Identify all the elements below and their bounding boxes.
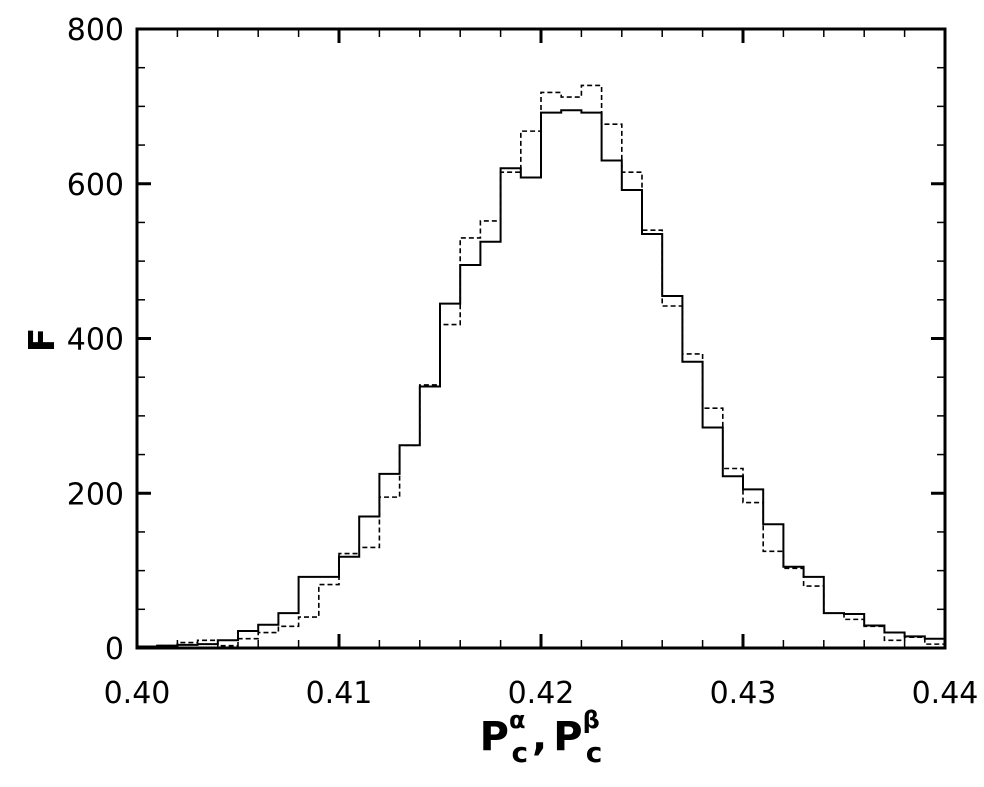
dashed-histogram-line xyxy=(137,84,945,649)
solid-histogram-line xyxy=(137,109,945,648)
x-label-sup-1: α xyxy=(509,706,526,734)
x-tick-label: 0.42 xyxy=(508,676,575,711)
x-label-sub-2: c xyxy=(586,736,603,769)
x-label-sub-1: c xyxy=(511,736,528,769)
y-tick-label: 0 xyxy=(105,632,124,667)
x-label-separator: , xyxy=(532,714,547,760)
x-tick-label: 0.43 xyxy=(710,676,777,711)
x-tick-labels: 0.40 0.41 0.42 0.43 0.44 xyxy=(104,676,979,711)
x-tick-label: 0.44 xyxy=(912,676,979,711)
y-tick-label: 400 xyxy=(67,323,124,358)
x-label-main-2: P xyxy=(553,714,582,760)
y-tick-label: 600 xyxy=(67,168,124,203)
y-tick-label: 200 xyxy=(67,477,124,512)
x-label-main-1: P xyxy=(480,714,509,760)
x-tick-label: 0.40 xyxy=(104,676,171,711)
y-tick-labels: 0 200 400 600 800 xyxy=(67,13,124,667)
y-axis-label: F xyxy=(22,328,63,353)
x-axis-label: Pα c, Pβ c xyxy=(480,706,603,769)
series-layer xyxy=(137,84,945,649)
plot-frame xyxy=(135,27,947,650)
y-tick-label: 800 xyxy=(67,13,124,48)
x-tick-label: 0.41 xyxy=(306,676,373,711)
x-label-sup-2: β xyxy=(583,706,600,734)
